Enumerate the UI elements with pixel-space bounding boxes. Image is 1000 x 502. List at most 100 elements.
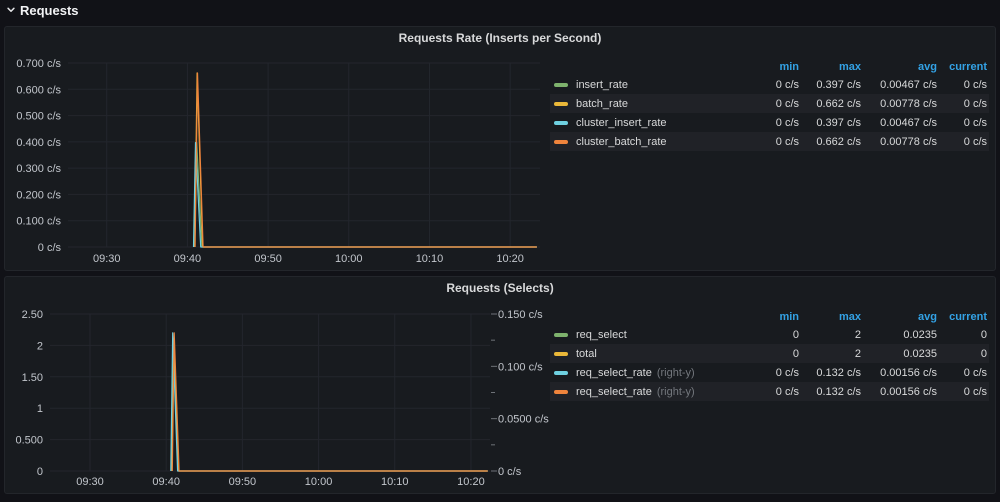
series-axis-suffix: (right-y) (656, 366, 695, 379)
x-tick-label: 09:30 (76, 476, 104, 488)
legend-value-avg: 0.0235 (903, 328, 937, 341)
x-tick-label: 10:20 (457, 476, 485, 488)
legend-row: req_select 0 2 0.0235 0 (550, 325, 989, 344)
timeseries-chart[interactable]: 09:30 09:40 09:50 10:00 10:10 10:20 0.700 c/s 0… (5, 49, 550, 272)
series-line-cluster_batch_rate (194, 72, 537, 248)
legend-row: cluster_batch_rate 0 c/s 0.662 c/s 0.00778 … (550, 132, 989, 151)
legend-col-current[interactable]: current (949, 311, 987, 323)
series-color-swatch (554, 389, 568, 394)
x-tick-label: 10:00 (335, 253, 363, 265)
legend-value-min: 0 c/s (775, 385, 799, 398)
timeseries-chart[interactable]: 09:30 09:40 09:50 10:00 10:10 10:20 2.50 2 1.50 1… (5, 299, 550, 495)
legend-value-max: 0.662 c/s (816, 135, 861, 148)
legend-value-min: 0 c/s (775, 97, 799, 110)
legend-value-max: 0.397 c/s (816, 116, 861, 129)
x-tick-label: 09:50 (229, 476, 257, 488)
legend-header-row: min max avg current (550, 309, 989, 325)
right-y-tick-label: 0.150 c/s (498, 309, 543, 321)
legend-value-max: 0.132 c/s (816, 385, 861, 398)
legend-value-avg: 0.00156 c/s (880, 385, 937, 398)
legend-col-min[interactable]: min (779, 61, 799, 73)
legend-table: min max avg current insert_rate 0 c/s 0.397 c/… (550, 59, 989, 151)
chevron-down-icon[interactable] (6, 5, 16, 15)
legend-col-avg[interactable]: avg (918, 61, 937, 73)
panel-requests-selects: Requests (Selects) 09:30 09:40 09:50 10:00 1… (4, 276, 996, 494)
series-color-swatch (554, 120, 568, 125)
legend-value-avg: 0.00778 c/s (880, 135, 937, 148)
y-tick-label: 0.200 c/s (16, 189, 61, 201)
legend-value-avg: 0.00156 c/s (880, 366, 937, 379)
legend-col-max[interactable]: max (838, 61, 861, 73)
legend-value-cur: 0 (980, 347, 987, 360)
legend-value-avg: 0.00467 c/s (880, 78, 937, 91)
legend-value-avg: 0.0235 (903, 347, 937, 360)
legend-col-max[interactable]: max (838, 311, 861, 323)
legend-value-cur: 0 c/s (963, 78, 987, 91)
panel-title[interactable]: Requests Rate (Inserts per Second) (398, 31, 602, 45)
legend-value-cur: 0 c/s (963, 97, 987, 110)
legend-value-avg: 0.00467 c/s (880, 116, 937, 129)
series-name[interactable]: total (576, 347, 597, 360)
legend-col-current[interactable]: current (949, 61, 987, 73)
right-y-tick-label: 0 c/s (498, 466, 522, 478)
series-name[interactable]: batch_rate (576, 97, 628, 110)
y-tick-label: 0 c/s (38, 242, 62, 254)
y-tick-label: 0.600 c/s (16, 84, 61, 96)
legend-col-min[interactable]: min (779, 311, 799, 323)
legend-value-avg: 0.00778 c/s (880, 97, 937, 110)
series-name[interactable]: req_select_rate (576, 385, 652, 398)
legend-table: min max avg current req_select 0 2 0.0235 0 total… (550, 309, 989, 401)
legend-value-cur: 0 c/s (963, 385, 987, 398)
x-tick-label: 09:40 (152, 476, 180, 488)
x-tick-label: 09:30 (93, 253, 121, 265)
legend-value-max: 2 (854, 347, 861, 360)
legend-col-avg[interactable]: avg (918, 311, 937, 323)
series-axis-suffix: (right-y) (656, 385, 695, 398)
series-line-req_select_rate (170, 332, 488, 472)
x-tick-label: 09:50 (254, 253, 282, 265)
legend-value-min: 0 c/s (775, 78, 799, 91)
x-tick-label: 10:20 (496, 253, 524, 265)
series-name[interactable]: cluster_batch_rate (576, 135, 667, 148)
x-tick-label: 10:00 (305, 476, 333, 488)
legend-row: total 0 2 0.0235 0 (550, 344, 989, 363)
dashboard-row-requests[interactable]: Requests (6, 1, 79, 19)
legend-row: req_select_rate (right-y) 0 c/s 0.132 c/s 0.… (550, 363, 989, 382)
x-tick-label: 10:10 (416, 253, 444, 265)
x-tick-label: 09:40 (174, 253, 202, 265)
legend-value-min: 0 c/s (775, 135, 799, 148)
y-tick-label: 0.300 c/s (16, 163, 61, 175)
legend-value-min: 0 (792, 328, 799, 341)
legend-row: batch_rate 0 c/s 0.662 c/s 0.00778 c/s 0 c/s (550, 94, 989, 113)
series-color-swatch (554, 82, 568, 87)
y-tick-label: 1 (37, 403, 43, 415)
series-color-swatch (554, 139, 568, 144)
y-tick-label: 0.400 c/s (16, 137, 61, 149)
series-name[interactable]: req_select (576, 328, 627, 341)
y-tick-label: 0.700 c/s (16, 58, 61, 70)
y-tick-label: 2.50 (22, 309, 43, 321)
series-name[interactable]: req_select_rate (576, 366, 652, 379)
row-title[interactable]: Requests (20, 2, 79, 18)
series-color-swatch (554, 351, 568, 356)
y-tick-label: 2 (37, 340, 43, 352)
series-color-swatch (554, 332, 568, 337)
y-tick-label: 0.500 (15, 435, 43, 447)
legend-value-cur: 0 c/s (963, 116, 987, 129)
legend-value-max: 0.132 c/s (816, 366, 861, 379)
panel-title[interactable]: Requests (Selects) (446, 281, 554, 295)
series-color-swatch (554, 370, 568, 375)
series-line-req_select_rate_cluster (171, 332, 488, 472)
x-tick-label: 10:10 (381, 476, 409, 488)
legend-value-cur: 0 c/s (963, 135, 987, 148)
series-name[interactable]: insert_rate (576, 78, 628, 91)
legend-value-cur: 0 (980, 328, 987, 341)
legend-value-cur: 0 c/s (963, 366, 987, 379)
y-tick-label: 1.50 (22, 372, 43, 384)
legend-value-min: 0 c/s (775, 116, 799, 129)
series-color-swatch (554, 101, 568, 106)
panel-requests-rate: Requests Rate (Inserts per Second) 09:30… (4, 26, 996, 271)
series-name[interactable]: cluster_insert_rate (576, 116, 667, 129)
y-tick-label: 0.100 c/s (16, 216, 61, 228)
legend-value-min: 0 (792, 347, 799, 360)
